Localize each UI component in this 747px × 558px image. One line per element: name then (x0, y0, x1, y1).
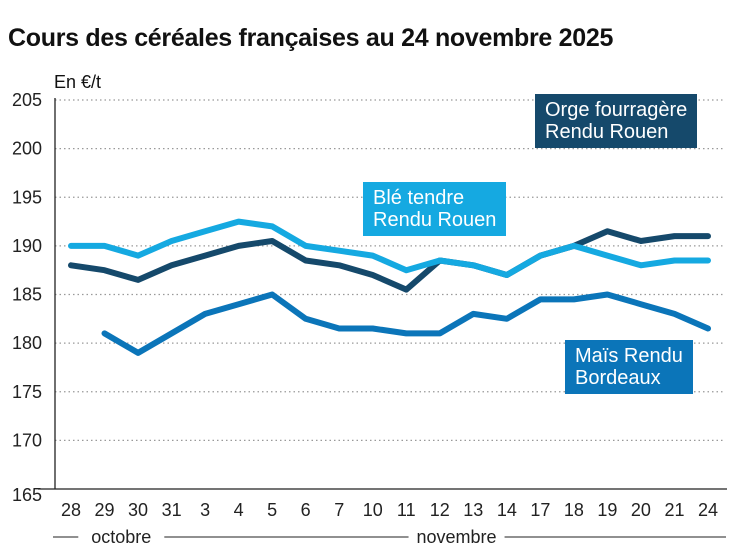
legend-label-orge-line1: Orge fourragère (545, 99, 688, 121)
y-tick-label: 200 (12, 139, 42, 159)
x-tick-label: 28 (61, 500, 81, 520)
x-tick-label: 14 (497, 500, 517, 520)
legend-label-mais-line1: Maïs Rendu (575, 345, 683, 367)
x-tick-label: 5 (267, 500, 277, 520)
legend-label-ble: Blé tendre Rendu Rouen (363, 182, 507, 236)
x-tick-label: 21 (664, 500, 684, 520)
x-tick-label: 24 (698, 500, 718, 520)
y-tick-label: 165 (12, 485, 42, 505)
x-tick-label: 19 (597, 500, 617, 520)
legend-label-mais-line2: Bordeaux (575, 367, 661, 389)
x-tick-label: 31 (162, 500, 182, 520)
series-line-0 (68, 218, 711, 278)
y-tick-label: 195 (12, 187, 42, 207)
x-tick-label: 18 (564, 500, 584, 520)
legend-label-orge-line2: Rendu Rouen (545, 121, 669, 143)
x-tick-label: 29 (95, 500, 115, 520)
legend-label-orge: Orge fourragère Rendu Rouen (535, 94, 698, 148)
month-label: novembre (417, 527, 497, 547)
series-line-1 (68, 228, 711, 293)
x-tick-label: 13 (463, 500, 483, 520)
legend-label-ble-line1: Blé tendre (373, 187, 465, 209)
x-tick-label: 11 (397, 500, 416, 520)
series-line-2 (101, 291, 711, 356)
x-tick-label: 10 (363, 500, 383, 520)
x-tick-label: 3 (200, 500, 210, 520)
x-tick-label: 30 (128, 500, 148, 520)
x-tick-label: 7 (334, 500, 344, 520)
y-tick-label: 205 (12, 90, 42, 110)
y-tick-label: 170 (12, 430, 42, 450)
y-tick-label: 175 (12, 382, 42, 402)
x-tick-label: 20 (631, 500, 651, 520)
chart-title: Cours des céréales françaises au 24 nove… (8, 24, 614, 52)
y-tick-label: 190 (12, 236, 42, 256)
y-axis-label: En €/t (54, 72, 102, 92)
legend-label-mais: Maïs Rendu Bordeaux (565, 340, 693, 394)
x-tick-label: 6 (301, 500, 311, 520)
y-tick-label: 180 (12, 333, 42, 353)
x-tick-label: 17 (530, 500, 550, 520)
month-label: octobre (91, 527, 151, 547)
x-tick-label: 4 (234, 500, 244, 520)
y-tick-label: 185 (12, 285, 42, 305)
x-tick-label: 12 (430, 500, 450, 520)
legend-label-ble-line2: Rendu Rouen (373, 209, 497, 231)
